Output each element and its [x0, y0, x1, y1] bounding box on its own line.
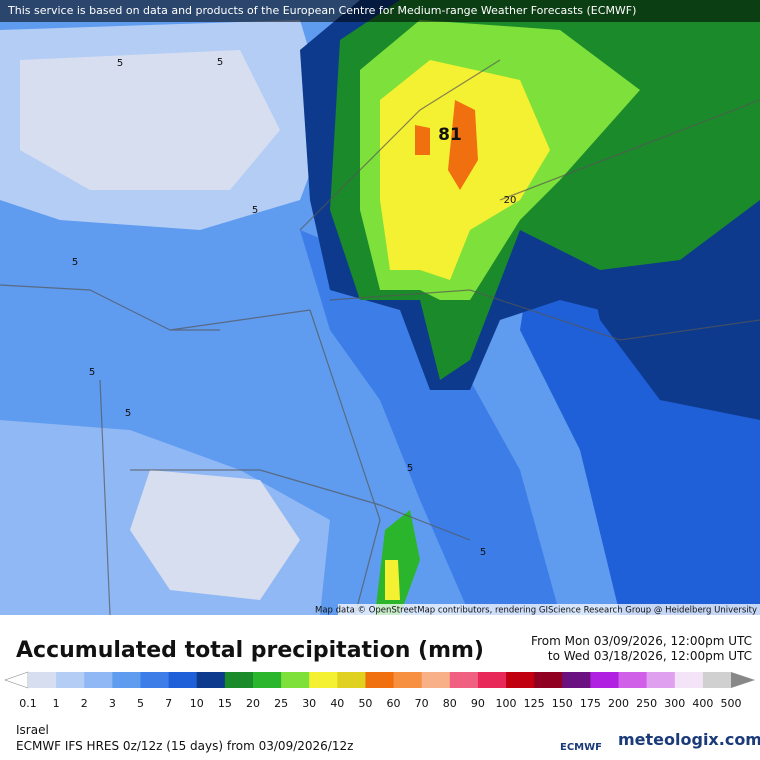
rain-area — [20, 50, 280, 190]
colorbar-box — [534, 672, 563, 688]
period-from: From Mon 03/09/2026, 12:00pm UTC — [531, 634, 752, 648]
contour-label: 5 — [72, 257, 78, 268]
contour-label: 5 — [217, 57, 223, 68]
colorbar-label: 1 — [53, 697, 60, 710]
colorbar-label: 250 — [636, 697, 657, 710]
colorbar-box — [393, 672, 423, 688]
rain-area — [300, 230, 560, 615]
contour-label: 5 — [252, 205, 258, 216]
credit-box — [338, 604, 760, 615]
precipitation-map: This service is based on data and produc… — [0, 0, 760, 615]
colorbar-box — [168, 672, 198, 688]
attribution: This service is based on data and produc… — [7, 4, 636, 17]
colorbar-box — [674, 672, 704, 688]
colorbar-label: 5 — [137, 697, 144, 710]
colorbar-label: 40 — [330, 697, 344, 710]
colorbar-label: 70 — [415, 697, 429, 710]
colorbar-box — [562, 672, 591, 688]
colorbar-label: 20 — [246, 697, 260, 710]
colorbar-box — [646, 672, 676, 688]
ecmwf-logo: ECMWF — [560, 742, 602, 753]
colorbar-label: 60 — [387, 697, 401, 710]
colorbar-label: 90 — [471, 697, 485, 710]
colorbar-label: 0.1 — [19, 697, 37, 710]
rain-area — [415, 125, 430, 155]
colorbar-box — [449, 672, 479, 688]
contour-label: 5 — [480, 547, 486, 558]
colorbar-label: 200 — [608, 697, 629, 710]
colorbar-box — [56, 672, 85, 688]
contour-label: 81 — [438, 125, 462, 145]
colorbar-box — [224, 672, 254, 688]
colorbar-label: 125 — [524, 697, 545, 710]
contour-label: 20 — [504, 195, 517, 206]
colorbar-label: 15 — [218, 697, 232, 710]
colorbar-box — [252, 672, 282, 688]
region: Israel — [16, 723, 49, 737]
colorbar-box — [702, 672, 732, 688]
colorbar-label: 7 — [165, 697, 172, 710]
colorbar-box — [140, 672, 170, 688]
contour-label: 5 — [117, 58, 123, 69]
colorbar-box — [112, 672, 141, 688]
colorbar-box — [365, 672, 395, 688]
colorbar-label: 500 — [721, 697, 742, 710]
map-credit: Map data © OpenStreetMap contributors, r… — [315, 606, 757, 616]
colorbar-label: 300 — [664, 697, 685, 710]
colorbar-label: 80 — [443, 697, 457, 710]
colorbar-box — [477, 672, 507, 688]
colorbar-box — [281, 672, 310, 688]
colorbar: 0.1 1 2 3 5 7 10 15 20 25 30 40 50 60 70 80 90 100 125 150 1… — [4, 671, 755, 710]
rain-area — [130, 470, 300, 600]
model-info: ECMWF IFS HRES 0z/12z (15 days) from 03/… — [16, 739, 354, 753]
colorbar-label: 50 — [358, 697, 372, 710]
meteologix-logo: meteologix.com — [618, 730, 760, 749]
colorbar-label: 25 — [274, 697, 288, 710]
colorbar-box — [196, 672, 226, 688]
colorbar-box — [506, 672, 535, 688]
colorbar-label: 10 — [190, 697, 204, 710]
colorbar-arrow — [4, 671, 29, 689]
colorbar-box — [421, 672, 451, 688]
colorbar-label: 30 — [302, 697, 316, 710]
colorbar-label: 100 — [496, 697, 517, 710]
colorbar-label: 2 — [81, 697, 88, 710]
colorbar-label: 400 — [692, 697, 713, 710]
top-banner — [0, 0, 760, 22]
border-line — [0, 59, 760, 615]
colorbar-label: 175 — [580, 697, 601, 710]
title: Accumulated total precipitation (mm) — [16, 638, 484, 663]
colorbar-label: 3 — [109, 697, 116, 710]
colorbar-label: 150 — [552, 697, 573, 710]
contour-label: 5 — [125, 408, 131, 419]
rain-area — [385, 560, 400, 600]
colorbar-arrow — [731, 672, 755, 688]
colorbar-box — [618, 672, 648, 688]
contour-label: 5 — [89, 367, 95, 378]
colorbar-box — [590, 672, 620, 688]
rain-area — [448, 100, 478, 190]
contour-label: 5 — [407, 463, 413, 474]
colorbar-box — [28, 672, 57, 688]
colorbar-box — [309, 672, 338, 688]
period-to: to Wed 03/18/2026, 12:00pm UTC — [547, 649, 752, 663]
colorbar-box — [84, 672, 113, 688]
colorbar-box — [337, 672, 366, 688]
